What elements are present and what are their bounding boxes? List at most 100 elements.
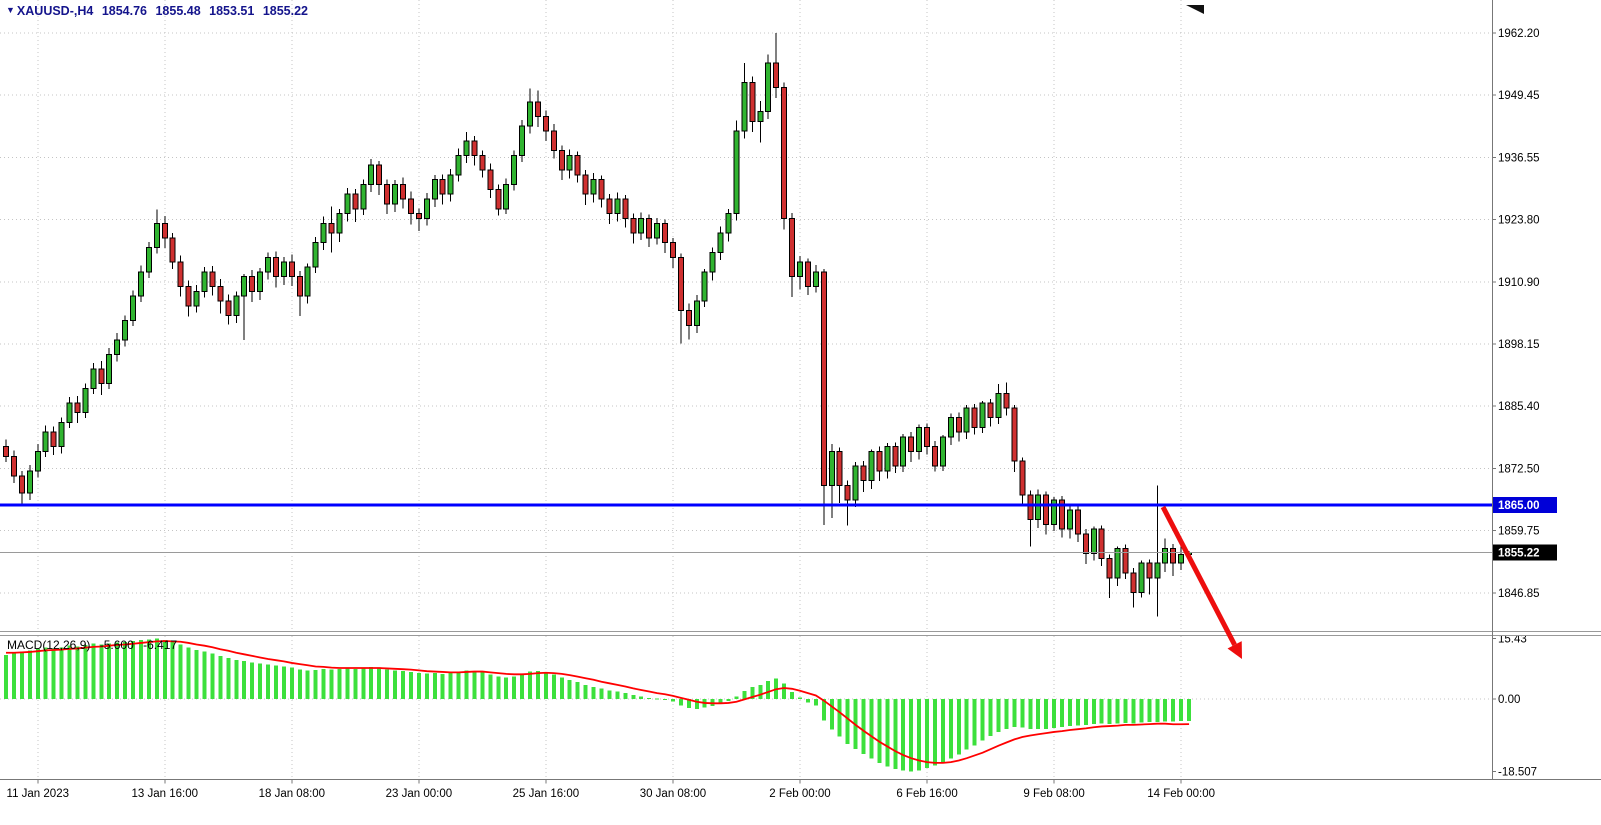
macd-histogram-bar [1107, 699, 1112, 725]
candle [1130, 568, 1137, 608]
macd-axis-label: 15.43 [1498, 634, 1527, 646]
macd-histogram-bar [234, 659, 239, 699]
macd-histogram-bar [321, 669, 326, 699]
price-axis-label: 1898.15 [1498, 339, 1540, 351]
candle [407, 191, 414, 225]
candle [812, 265, 819, 293]
candle [463, 132, 470, 164]
macd-histogram-bar [408, 671, 413, 699]
candle [122, 315, 129, 347]
candle [527, 88, 534, 134]
candle [638, 212, 645, 240]
candle [479, 150, 486, 178]
macd-histogram-bar [305, 670, 310, 699]
time-axis-label: 9 Feb 08:00 [1023, 788, 1084, 800]
candle [495, 184, 502, 216]
candle [916, 424, 923, 460]
macd-histogram-bar [194, 650, 199, 699]
candle [1027, 490, 1034, 547]
candle [145, 241, 152, 279]
candle [26, 465, 33, 501]
candle [74, 396, 81, 423]
macd-histogram-bar [1115, 699, 1120, 724]
macd-histogram-bar [917, 699, 922, 771]
candle [201, 267, 208, 298]
macd-signal-value: -6.417 [143, 638, 178, 652]
macd-histogram-bar [980, 699, 985, 741]
macd-histogram-bar [988, 699, 993, 737]
macd-histogram-bar [345, 668, 350, 699]
candle [3, 439, 9, 463]
macd-histogram-bar [948, 699, 953, 759]
candle [471, 135, 478, 166]
candle [987, 399, 994, 427]
macd-histogram-bar [932, 699, 937, 766]
candle [1011, 404, 1018, 472]
candle [852, 462, 859, 507]
candle [1003, 382, 1010, 416]
candle [169, 233, 176, 269]
candle [42, 425, 49, 457]
macd-histogram-bar [432, 673, 437, 699]
macd-histogram-bar [670, 699, 675, 702]
macd-histogram-bar [647, 697, 652, 699]
macd-histogram-bar [845, 699, 850, 745]
candle [1066, 505, 1073, 539]
candle [455, 148, 462, 182]
current-price-badge: 1855.22 [1493, 544, 1557, 561]
macd-histogram-bar [893, 699, 898, 770]
price-axis-label: 1872.50 [1498, 464, 1540, 476]
candle [995, 384, 1002, 424]
macd-histogram-bar [726, 699, 731, 701]
macd-histogram-bar [11, 652, 16, 699]
macd-histogram-bar [1163, 699, 1168, 722]
macd-axis-label: -18.507 [1498, 767, 1537, 779]
macd-histogram-bar [1099, 699, 1104, 724]
macd-histogram-bar [258, 663, 263, 699]
trend-arrow-annotation[interactable] [1160, 505, 1242, 659]
macd-histogram-bar [821, 699, 826, 721]
candle [709, 247, 716, 281]
candle [781, 82, 788, 230]
macd-histogram-bar [115, 642, 120, 699]
candle [717, 226, 724, 261]
macd-histogram-bar [551, 674, 556, 699]
panel-splitter[interactable] [0, 631, 1601, 636]
chart-shift-marker-icon[interactable] [1186, 5, 1204, 14]
macd-histogram-bar [353, 668, 358, 699]
macd-histogram-bar [813, 699, 818, 706]
candle [1043, 491, 1050, 535]
candle [590, 172, 597, 203]
hline-price-badge: 1865.00 [1493, 496, 1557, 513]
macd-histogram-bar [790, 691, 795, 699]
candle [741, 63, 748, 139]
candle [376, 161, 383, 196]
macd-histogram-bar [678, 699, 683, 706]
macd-histogram-bar [35, 648, 40, 699]
candle [566, 149, 573, 179]
macd-histogram-bar [289, 667, 294, 699]
symbol-ohlc-header: ▼ XAUUSD-,H4 1854.76 1855.48 1853.51 1855… [6, 4, 313, 18]
candle [114, 333, 121, 362]
candle [1098, 525, 1105, 567]
candle [392, 180, 399, 213]
candle [328, 206, 335, 253]
macd-histogram-bar [1060, 699, 1065, 728]
candle [550, 123, 557, 159]
macd-histogram-bar [170, 641, 175, 699]
macd-histogram-bar [734, 696, 739, 699]
candle [18, 470, 25, 506]
macd-histogram-bar [1004, 699, 1009, 729]
candle [312, 236, 319, 273]
candle [558, 145, 565, 181]
candle [820, 268, 827, 525]
candle [400, 177, 406, 209]
macd-histogram-bar [131, 640, 136, 699]
ohlc-open-value: 1854.76 [101, 4, 147, 18]
svg-text:1855.22: 1855.22 [1498, 547, 1540, 559]
candle [288, 254, 295, 286]
candle [669, 237, 676, 268]
candle [1106, 554, 1113, 599]
candle [662, 219, 669, 253]
